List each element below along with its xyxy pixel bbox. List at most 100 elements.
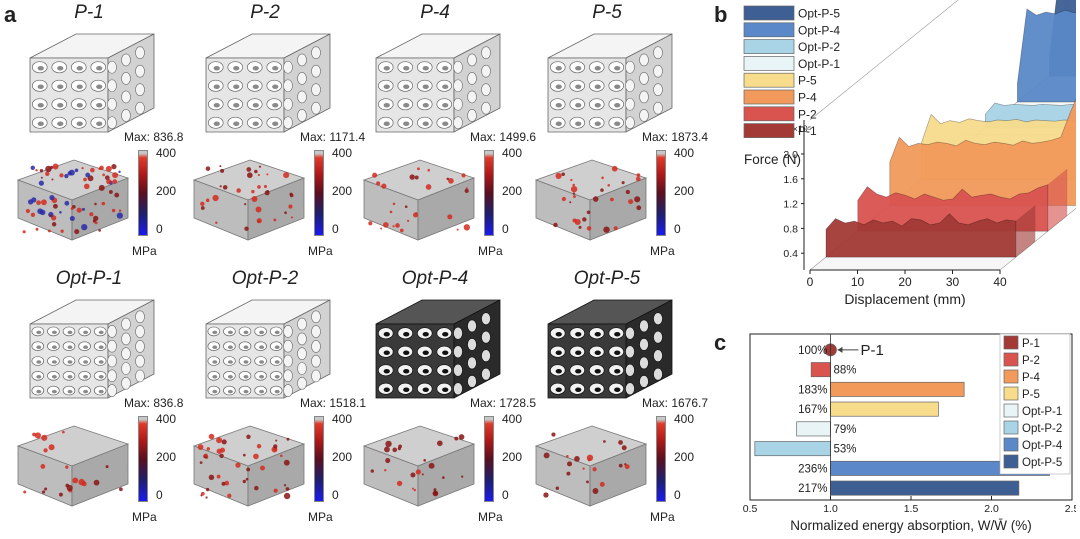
- bar-value-label: 53%: [834, 444, 857, 456]
- legend-label: Opt-P-4: [1022, 440, 1063, 452]
- z-tick-label: 0.8: [783, 223, 798, 235]
- legend-label: P-5: [798, 74, 817, 88]
- bar-value-label: 183%: [798, 384, 827, 396]
- lattice-cell: P-4 Max: 1499.6 400 200 0 MPa: [360, 2, 536, 260]
- legend-swatch: [743, 22, 795, 38]
- colorbar-unit-label: MPa: [132, 510, 157, 524]
- legend-swatch: [743, 89, 795, 105]
- legend-label: Opt-P-5: [1022, 457, 1062, 469]
- legend-label: P-2: [798, 107, 817, 121]
- max-stress-label: Max: 1518.1: [300, 396, 367, 410]
- colorbar-tick-label: 0: [674, 488, 681, 502]
- force-series-area: [889, 90, 1080, 206]
- colorbar-unit-label: MPa: [478, 510, 503, 524]
- stress-map-image: [192, 159, 306, 241]
- colorbar-unit-label: MPa: [650, 510, 675, 524]
- colorbar-unit-label: MPa: [308, 510, 333, 524]
- legend-label: P-5: [1022, 389, 1040, 401]
- lattice-cell: Opt-P-1 Max: 836.8 400 200 0 MPa: [14, 268, 186, 526]
- z-exponent-label: ×10⁵: [793, 124, 812, 134]
- colorbar-tick-label: 200: [332, 184, 353, 198]
- colorbar-tick-label: 400: [502, 412, 523, 426]
- legend-swatch: [1003, 335, 1019, 350]
- z-tick-label: 0.4: [783, 248, 798, 260]
- legend-swatch: [1003, 352, 1019, 367]
- colorbar-tick-label: 200: [502, 184, 523, 198]
- force-series-area: [857, 184, 1049, 232]
- x-tick-label: 1.5: [904, 503, 919, 515]
- legend-label: Opt-P-1: [798, 57, 840, 71]
- lattice-title: Opt-P-4: [401, 268, 469, 289]
- colorbar: [656, 150, 666, 236]
- bar-value-label: 100%: [798, 345, 827, 357]
- max-stress-label: Max: 1728.5: [470, 396, 537, 410]
- lattice-cube-image: [205, 33, 331, 133]
- max-stress-label: Max: 1499.6: [470, 130, 537, 144]
- lattice-cell: P-5 Max: 1873.4 400 200 0 MPa: [532, 2, 708, 260]
- legend-swatch: [743, 72, 795, 88]
- lattice-title: P-1: [74, 2, 104, 23]
- force-series-area: [1017, 8, 1080, 103]
- stress-map-image: [362, 159, 476, 241]
- lattice-cube-image: [29, 299, 155, 399]
- x-tick-label: 40: [993, 275, 1007, 289]
- legend-swatch: [743, 106, 795, 122]
- colorbar: [314, 416, 324, 502]
- z-axis-title: Force (N): [744, 152, 801, 167]
- colorbar-unit-label: MPa: [478, 244, 503, 258]
- colorbar-tick-label: 400: [674, 412, 695, 426]
- legend-label: Opt-P-2: [1022, 423, 1062, 435]
- lattice-cube-image: [375, 299, 501, 399]
- lattice-cube-image: [547, 33, 673, 133]
- colorbar-unit-label: MPa: [132, 244, 157, 258]
- baseline-callout: P-1: [861, 342, 884, 359]
- colorbar-unit-label: MPa: [650, 244, 675, 258]
- force-displacement-3d-chart: 0 10 20 30 40 Displacement (mm) 0.4 0.8 1.2 1.6 2.…: [743, 0, 1080, 307]
- colorbar: [138, 416, 148, 502]
- colorbar-tick-label: 200: [156, 450, 177, 464]
- colorbar-tick-label: 400: [674, 146, 695, 160]
- colorbar-tick-label: 400: [156, 146, 177, 160]
- bar: [830, 480, 1020, 496]
- lattice-cube-image: [547, 299, 673, 399]
- x-tick-label: 0.5: [743, 503, 758, 515]
- z-tick-label: 2.0: [783, 149, 798, 161]
- legend-label: Opt-P-2: [798, 40, 840, 54]
- bar: [796, 421, 831, 437]
- legend-swatch: [743, 123, 795, 138]
- colorbar-tick-label: 0: [332, 488, 339, 502]
- max-stress-label: Max: 1676.7: [642, 396, 709, 410]
- colorbar-tick-label: 200: [156, 184, 177, 198]
- panel-b-letter: b: [714, 2, 728, 27]
- legend-swatch: [1003, 386, 1019, 401]
- legend-swatch: [1003, 437, 1019, 452]
- colorbar: [484, 416, 494, 502]
- stress-map-image: [16, 159, 130, 241]
- stress-map-image: [362, 425, 476, 507]
- lattice-cell: P-1 Max: 836.8 400 200 0 MPa: [14, 2, 186, 260]
- bar: [830, 401, 939, 417]
- legend-label: P-4: [798, 91, 817, 105]
- colorbar-unit-label: MPa: [308, 244, 333, 258]
- lattice-title: P-5: [592, 2, 622, 23]
- colorbar-tick-label: 200: [674, 184, 695, 198]
- colorbar-tick-label: 0: [502, 488, 509, 502]
- stress-map-image: [16, 425, 130, 507]
- colorbar-tick-label: 400: [332, 146, 353, 160]
- lattice-cell: Opt-P-5 Max: 1676.7 400 200 0 MPa: [532, 268, 708, 526]
- legend-swatch: [1003, 369, 1019, 384]
- max-stress-label: Max: 1171.4: [300, 130, 366, 144]
- lattice-cell: Opt-P-4 Max: 1728.5 400 200 0 MPa: [360, 268, 536, 526]
- colorbar-tick-label: 0: [156, 222, 163, 236]
- x-tick-label: 10: [851, 275, 865, 289]
- max-stress-label: Max: 836.8: [124, 396, 184, 410]
- legend-swatch: [1003, 454, 1019, 469]
- x-tick-label: 2.5: [1065, 503, 1076, 515]
- lattice-title: P-4: [420, 2, 450, 23]
- stress-map-image: [534, 159, 648, 241]
- x-tick-label: 20: [898, 275, 912, 289]
- panel-c-letter: c: [714, 330, 727, 355]
- colorbar-tick-label: 0: [156, 488, 163, 502]
- legend-swatch: [743, 56, 795, 71]
- legend-label: P-2: [1022, 355, 1040, 367]
